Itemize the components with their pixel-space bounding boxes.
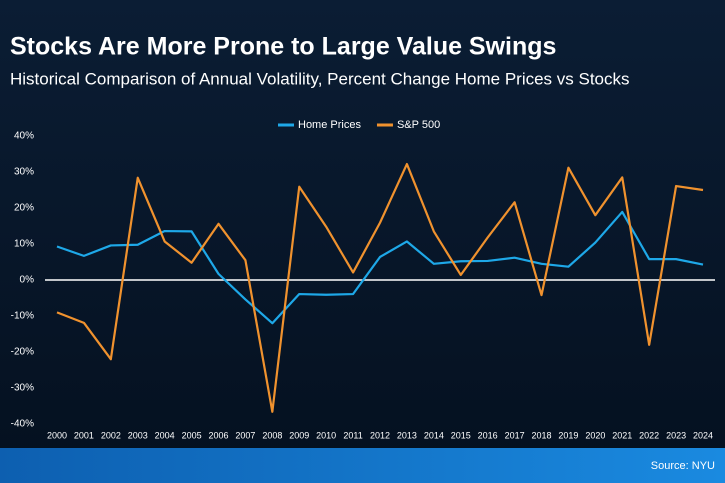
series-line <box>56 162 704 413</box>
x-tick-label: 2021 <box>612 430 632 440</box>
source: Source: NYU <box>651 460 715 472</box>
chart-title: Stocks Are More Prone to Large Value Swi… <box>10 33 556 61</box>
y-tick-label: 0% <box>20 275 35 286</box>
y-tick-label: -30% <box>11 383 34 394</box>
x-tick-label: 2016 <box>478 430 498 440</box>
series-line <box>56 210 704 325</box>
x-tick-label: 2023 <box>666 430 686 440</box>
x-tick-label: 2022 <box>639 430 659 440</box>
x-tick-label: 2003 <box>128 430 148 440</box>
x-tick-label: 2000 <box>47 430 67 440</box>
x-tick-label: 2020 <box>585 430 605 440</box>
x-tick-label: 2017 <box>505 430 525 440</box>
x-tick-label: 2008 <box>262 430 282 440</box>
y-tick-label: 30% <box>14 167 34 178</box>
x-tick-label: 2019 <box>558 430 578 440</box>
x-tick-label: 2015 <box>451 430 471 440</box>
x-tick-label: 2007 <box>235 430 255 440</box>
x-tick-label: 2006 <box>208 430 228 440</box>
x-tick-label: 2013 <box>397 430 417 440</box>
y-tick-label: -40% <box>11 419 34 430</box>
x-tick-label: 2004 <box>155 430 175 440</box>
y-tick-label: 10% <box>14 239 34 250</box>
footer-bar <box>0 448 725 483</box>
x-tick-label: 2009 <box>289 430 309 440</box>
legend-label: S&P 500 <box>397 119 440 131</box>
x-tick-label: 2014 <box>424 430 444 440</box>
y-tick-label: -10% <box>11 311 34 322</box>
x-tick-label: 2002 <box>101 430 121 440</box>
chart-subtitle: Historical Comparison of Annual Volatili… <box>10 69 630 88</box>
y-tick-label: 40% <box>14 131 34 142</box>
x-tick-label: 2011 <box>343 430 362 440</box>
x-tick-label: 2005 <box>182 430 202 440</box>
legend-label: Home Prices <box>298 119 361 131</box>
x-tick-label: 2012 <box>370 430 390 440</box>
x-tick-label: 2024 <box>693 430 713 440</box>
x-tick-label: 2001 <box>74 430 94 440</box>
x-tick-label: 2018 <box>531 430 551 440</box>
x-tick-label: 2010 <box>316 430 336 440</box>
y-tick-label: 20% <box>14 203 34 214</box>
y-tick-label: -20% <box>11 347 34 358</box>
